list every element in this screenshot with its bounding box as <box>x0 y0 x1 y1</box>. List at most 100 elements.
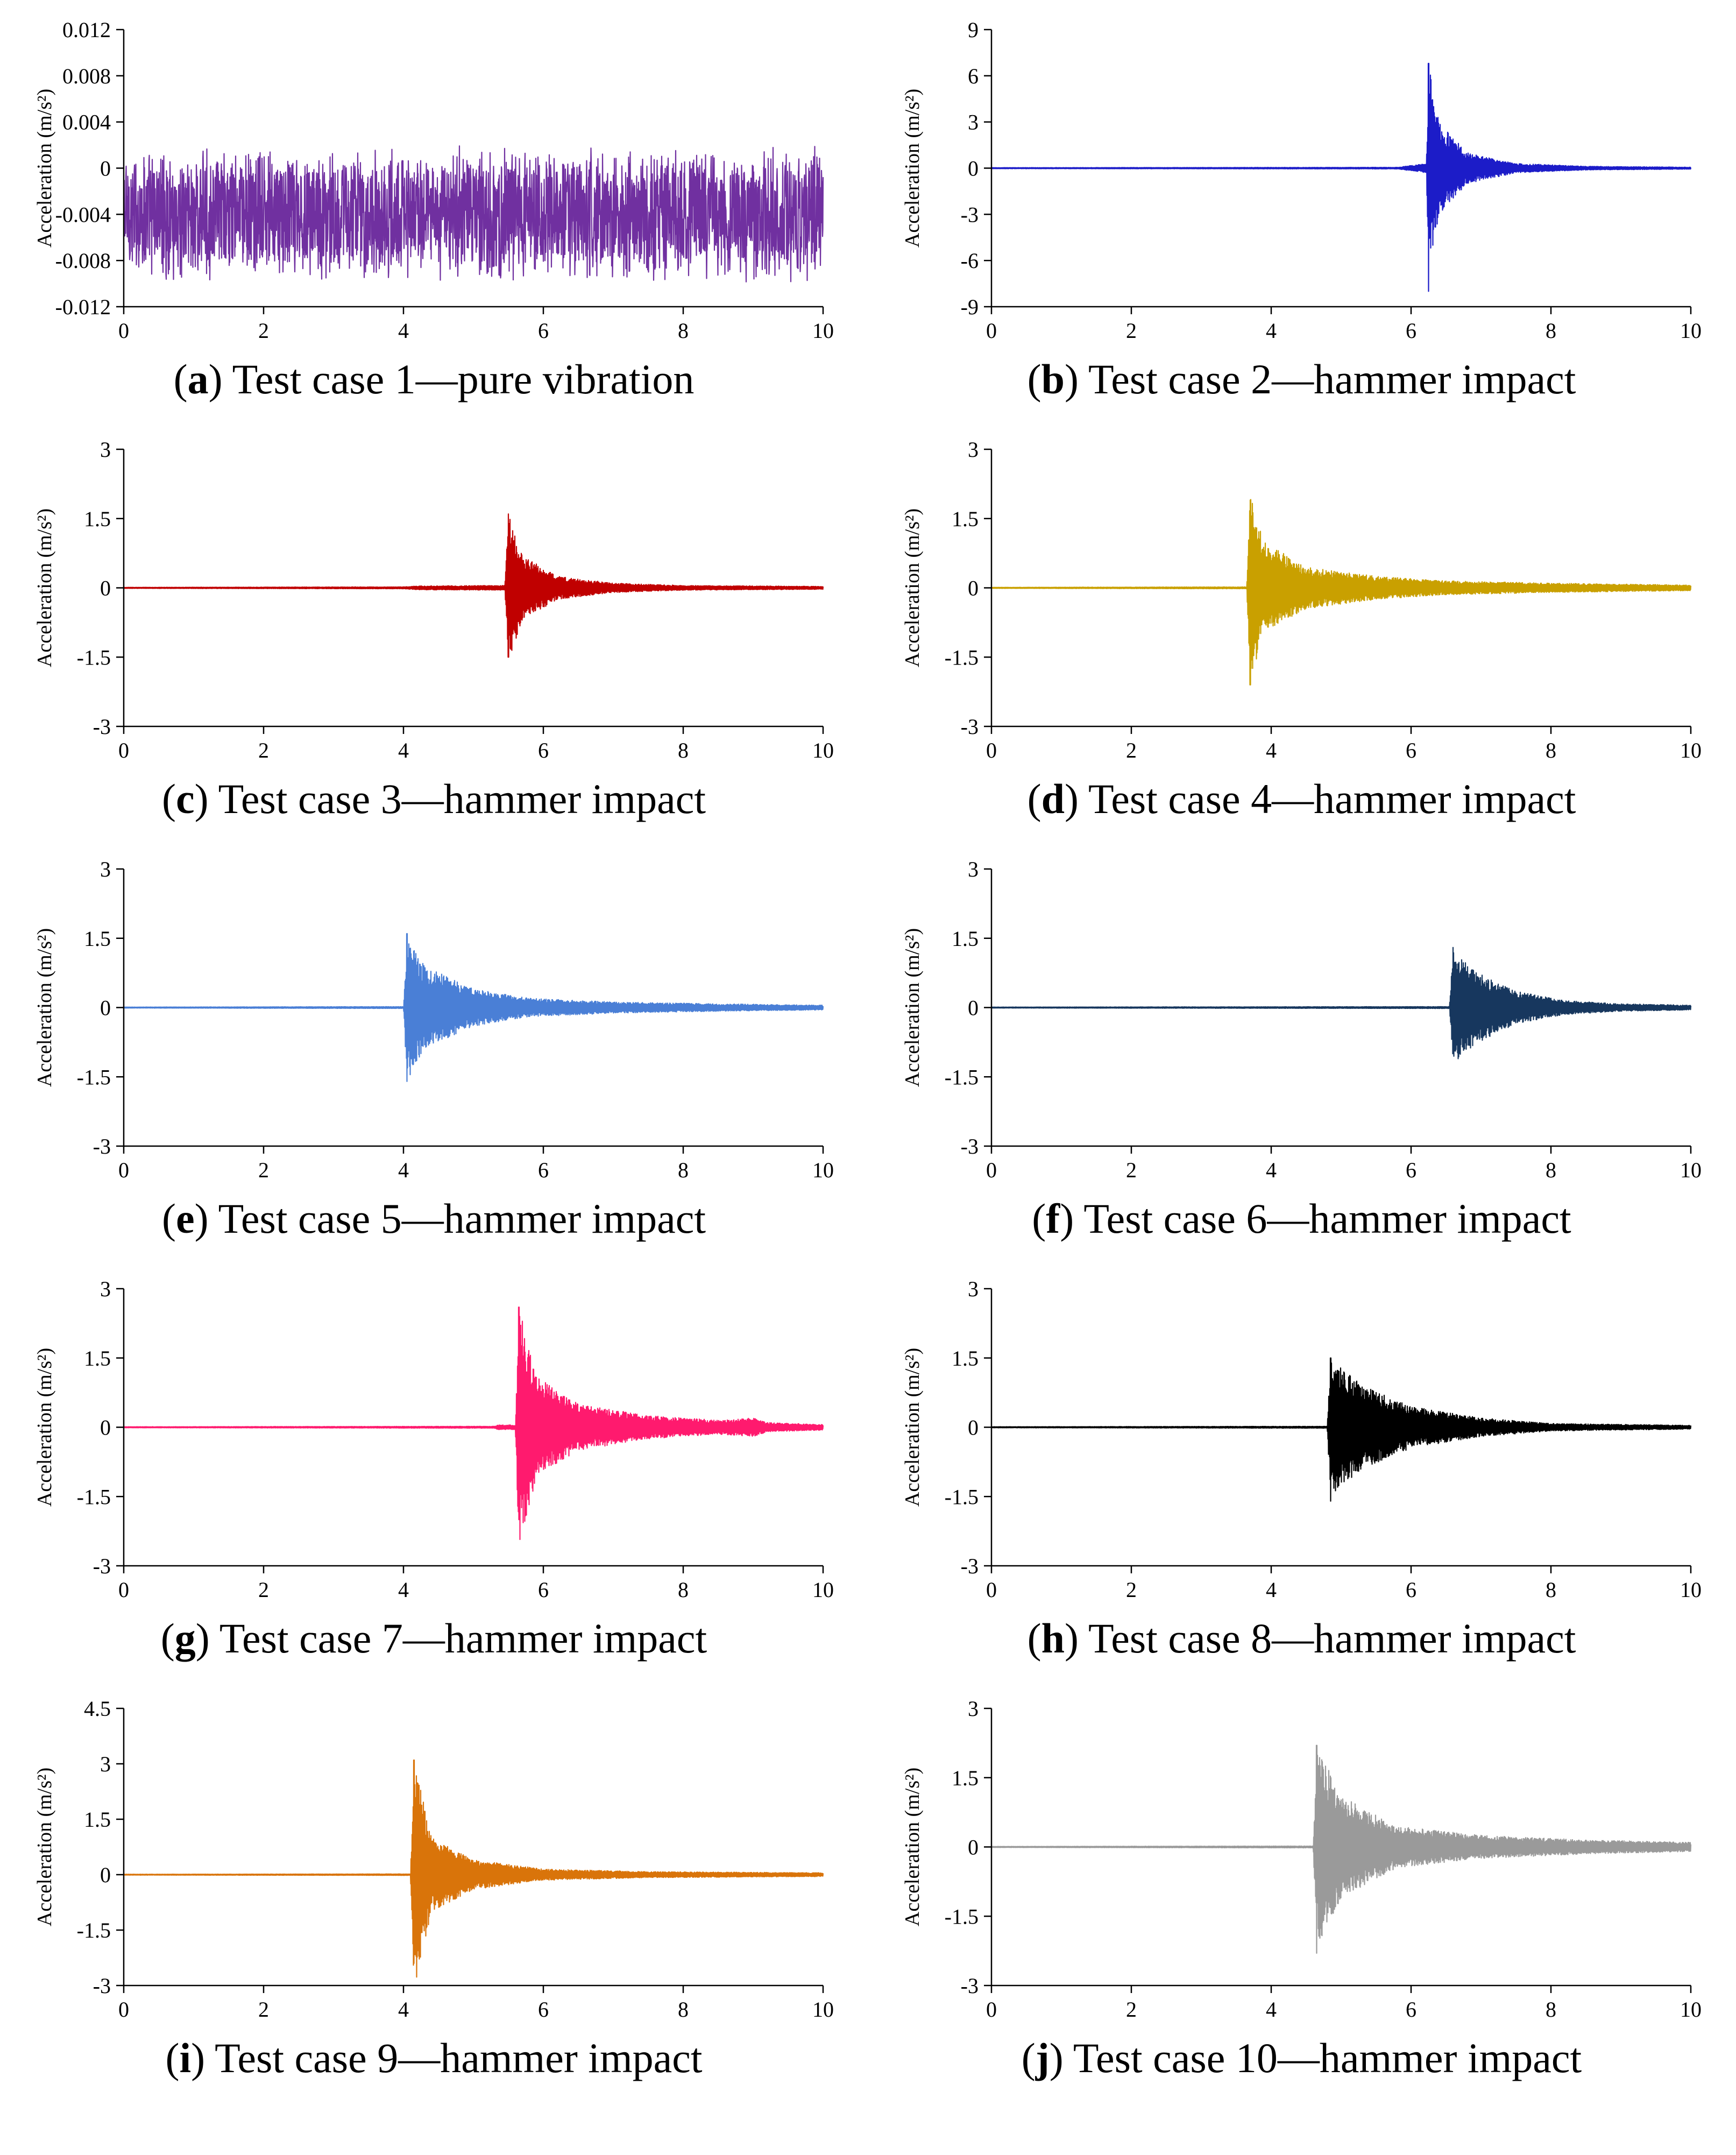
x-tick-label: 10 <box>812 738 834 762</box>
chart-panel-c: 31.50-1.5-30246810Time (Sec)Acceleration… <box>0 425 868 850</box>
caption-paren-open: ( <box>1027 1615 1041 1662</box>
x-tick-label: 8 <box>678 1997 689 2022</box>
y-tick-label: -3 <box>93 1554 111 1578</box>
y-tick-label: -6 <box>961 249 979 273</box>
y-axis-title: Acceleration (m/s²) <box>33 1348 56 1507</box>
series-trace-a <box>123 145 824 282</box>
x-tick-label: 6 <box>1406 1158 1416 1182</box>
y-tick-label: 1.5 <box>84 1807 111 1832</box>
chart-panel-i: 4.5 3 1.5 0 -1.5 -3 0 2 4 6 8 10 Time (Sec) Accelerat… <box>0 1684 868 2109</box>
x-axis-title: Time (Sec) <box>1293 349 1388 350</box>
y-tick-label: 0 <box>968 1416 979 1440</box>
caption-text: ) Test case 9—hammer impact <box>191 2034 703 2081</box>
caption-letter: b <box>1041 356 1065 402</box>
y-tick-label: -3 <box>961 715 979 739</box>
y-tick-label: 1.5 <box>952 1766 979 1790</box>
y-tick-label: -1.5 <box>945 645 979 669</box>
caption-text: ) Test case 2—hammer impact <box>1064 356 1576 402</box>
x-tick-label: 10 <box>812 1997 834 2022</box>
caption-letter: c <box>175 775 195 822</box>
y-tick-label: 3 <box>100 437 111 462</box>
y-axis-title: Acceleration (m/s²) <box>901 928 924 1087</box>
x-axis-title: Time (Sec) <box>426 1608 521 1609</box>
y-tick-label: 1.5 <box>84 927 111 951</box>
chart-g: 3 1.5 0 -1.5 -3 0 2 4 6 8 10 Time (Sec) Acceleration… <box>33 1277 834 1609</box>
y-tick-label: 6 <box>968 64 979 88</box>
x-tick-label: 6 <box>1406 319 1416 343</box>
y-tick-label: 9 <box>968 18 979 42</box>
x-tick-label: 10 <box>1680 738 1702 762</box>
x-tick-label: 10 <box>1680 1997 1702 2022</box>
x-tick-label: 2 <box>1126 319 1137 343</box>
y-tick-label: 1.5 <box>952 1346 979 1370</box>
x-tick-label: 6 <box>538 319 549 343</box>
x-tick-label: 6 <box>1406 1578 1416 1602</box>
x-tick-label: 2 <box>258 1158 269 1182</box>
panel-caption: (b) Test case 2—hammer impact <box>868 355 1735 404</box>
panel-caption: (e) Test case 5—hammer impact <box>0 1195 868 1243</box>
caption-paren-open: ( <box>161 775 176 822</box>
x-tick-label: 0 <box>118 1578 129 1602</box>
x-tick-label: 2 <box>258 738 269 762</box>
y-tick-label: -1.5 <box>945 1485 979 1509</box>
chart-panel-g: 3 1.5 0 -1.5 -3 0 2 4 6 8 10 Time (Sec) Acceleration… <box>0 1264 868 1690</box>
y-tick-label: -1.5 <box>77 1485 111 1509</box>
x-tick-label: 2 <box>1126 1997 1137 2022</box>
y-tick-label: 3 <box>100 1277 111 1301</box>
y-tick-label: -0.012 <box>55 295 111 319</box>
x-tick-label: 4 <box>1266 1578 1277 1602</box>
caption-text: ) Test case 3—hammer impact <box>194 775 706 822</box>
x-tick-label: 8 <box>678 319 689 343</box>
x-tick-label: 0 <box>986 1997 997 2022</box>
chart-panel-h: 3 1.5 0 -1.5 -3 0 2 4 6 8 10 Time (Sec) Acceleration… <box>868 1264 1735 1690</box>
y-tick-label: 4.5 <box>84 1697 111 1721</box>
chart-d: 31.50-1.5-30246810Time (Sec)Acceleration… <box>901 437 1702 769</box>
caption-text: ) Test case 1—pure vibration <box>208 356 695 402</box>
caption-text: ) Test case 6—hammer impact <box>1060 1195 1571 1242</box>
chart-panel-b: 9 6 3 0 -3 -6 -9 0 2 4 6 8 10 Time (Sec) Acceleration … <box>868 5 1735 430</box>
x-tick-label: 2 <box>1126 1578 1137 1602</box>
caption-letter: e <box>175 1195 195 1242</box>
chart-c: 31.50-1.5-30246810Time (Sec)Acceleration… <box>33 437 834 769</box>
x-tick-label: 4 <box>1266 1158 1277 1182</box>
x-tick-label: 10 <box>1680 1578 1702 1602</box>
x-tick-label: 8 <box>678 1158 689 1182</box>
series-trace-c <box>123 513 824 658</box>
x-axis-title: Time (Sec) <box>426 349 521 350</box>
y-tick-label: -1.5 <box>77 1065 111 1089</box>
chart-b: 9 6 3 0 -3 -6 -9 0 2 4 6 8 10 Time (Sec) Acceleration … <box>901 18 1702 350</box>
series-trace-j <box>990 1744 1692 1954</box>
caption-letter: d <box>1041 775 1065 822</box>
x-tick-label: 4 <box>398 319 409 343</box>
chart-f: 31.50-1.5-30246810Time (Sec)Acceleration… <box>901 857 1702 1189</box>
chart-panel-a: 0.012 0.008 0.004 0 -0.004 -0.008 -0.012 0 2 4 6 8 1… <box>0 5 868 430</box>
y-tick-label: -3 <box>93 1134 111 1158</box>
x-axis-title: Time (Sec) <box>426 2028 521 2029</box>
x-tick-label: 10 <box>1680 1158 1702 1182</box>
y-tick-label: 0 <box>100 576 111 600</box>
y-tick-label: 3 <box>968 1277 979 1301</box>
y-tick-label: -9 <box>961 295 979 319</box>
y-tick-label: 3 <box>968 110 979 135</box>
chart-j: 3 1.5 0 -1.5 -3 0 2 4 6 8 10 Time (Sec) Acceleration… <box>901 1697 1702 2029</box>
x-tick-label: 4 <box>1266 1997 1277 2022</box>
y-axis-title: Acceleration (m/s²) <box>901 508 924 667</box>
caption-paren-open: ( <box>1027 775 1041 822</box>
x-tick-label: 8 <box>1546 738 1556 762</box>
x-tick-label: 6 <box>538 738 549 762</box>
panel-caption: (h) Test case 8—hammer impact <box>868 1614 1735 1663</box>
series-trace-d <box>990 499 1692 686</box>
caption-letter: f <box>1046 1195 1060 1242</box>
y-tick-label: 1.5 <box>952 507 979 531</box>
caption-text: ) Test case 4—hammer impact <box>1064 775 1576 822</box>
caption-paren-open: ( <box>165 2034 180 2081</box>
series-trace-f <box>990 946 1692 1059</box>
y-axis-title: Acceleration (m/s²) <box>33 508 56 667</box>
y-tick-label: -1.5 <box>945 1065 979 1089</box>
chart-i: 4.5 3 1.5 0 -1.5 -3 0 2 4 6 8 10 Time (Sec) Accelerat… <box>33 1697 834 2029</box>
panel-caption: (f) Test case 6—hammer impact <box>868 1195 1735 1243</box>
x-tick-label: 2 <box>1126 738 1137 762</box>
x-tick-label: 2 <box>258 1578 269 1602</box>
y-tick-label: 0 <box>100 1416 111 1440</box>
x-tick-label: 4 <box>398 738 409 762</box>
